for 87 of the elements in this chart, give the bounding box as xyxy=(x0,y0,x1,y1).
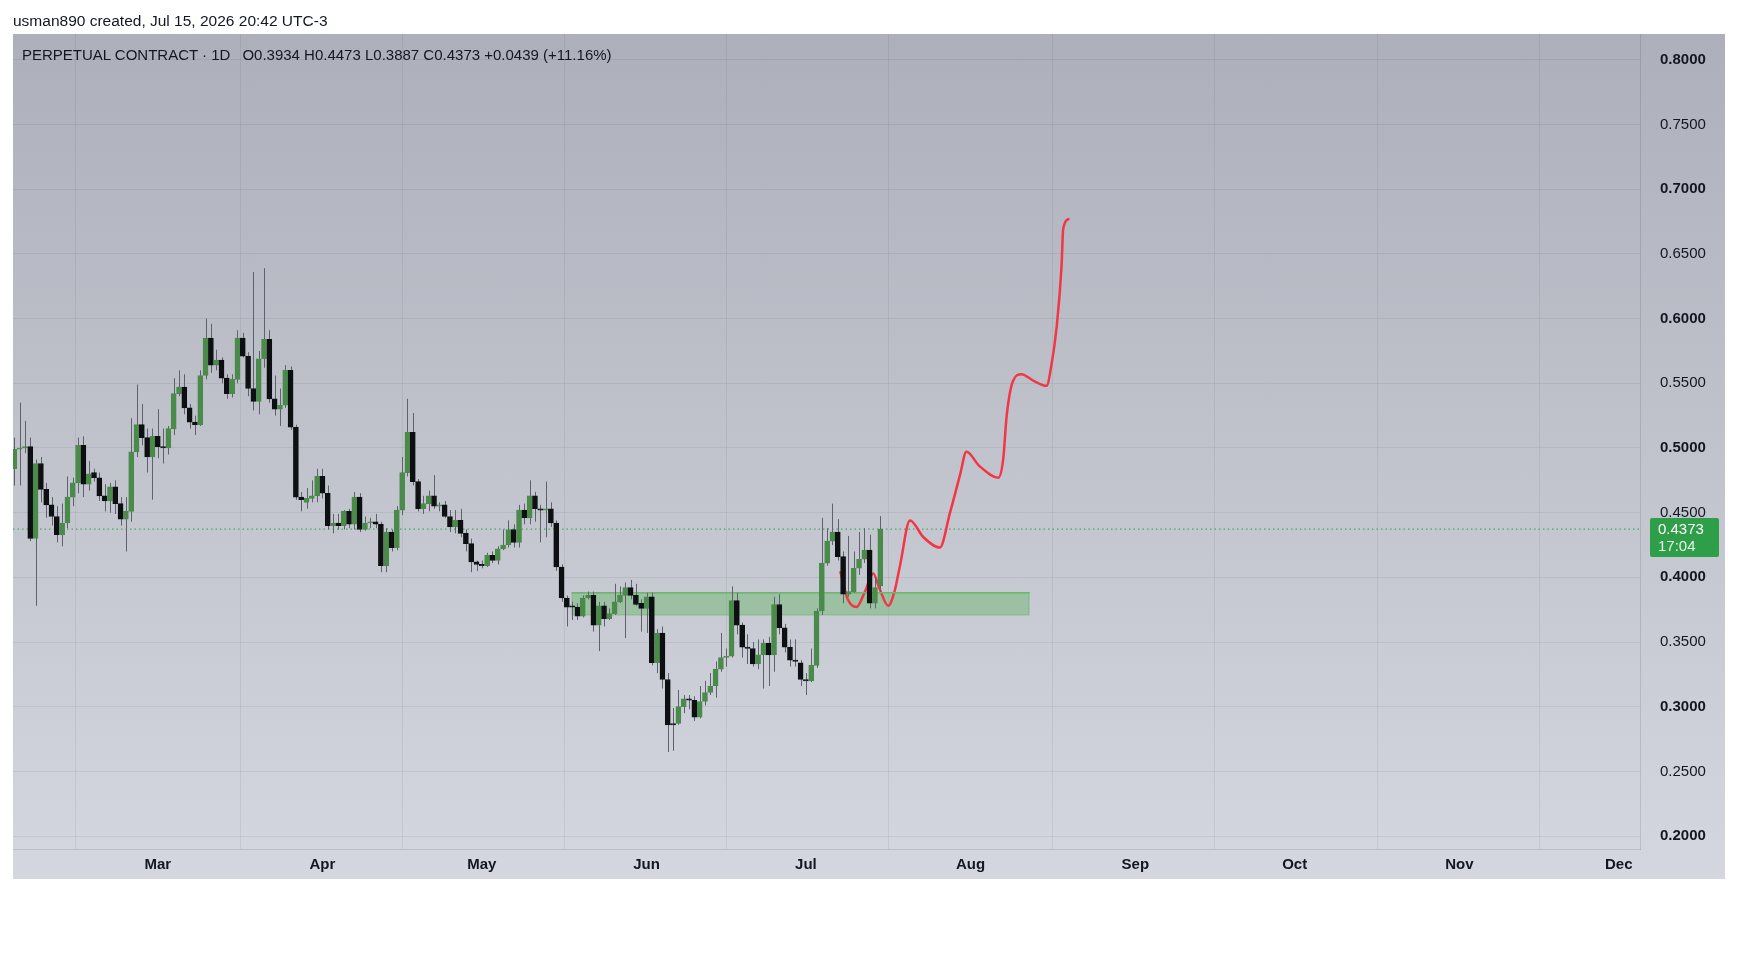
y-tick-label: 0.2500 xyxy=(1660,761,1706,779)
candlestick xyxy=(734,592,740,635)
y-tick-label: 0.5500 xyxy=(1660,373,1706,391)
candlestick xyxy=(707,672,714,696)
x-tick-label: Jul xyxy=(795,855,817,873)
candlestick xyxy=(468,538,475,573)
x-tick-label: Oct xyxy=(1282,855,1308,873)
y-tick-label: 0.4000 xyxy=(1660,567,1706,585)
candlestick xyxy=(638,598,645,633)
candlestick xyxy=(16,402,23,486)
x-tick-label: Apr xyxy=(309,855,336,873)
candlestick xyxy=(808,647,815,683)
candlestick xyxy=(548,501,554,528)
candlestick xyxy=(510,523,517,549)
candlestick xyxy=(542,481,549,538)
ref-line-label: 0.4373 xyxy=(1658,520,1704,538)
candlestick xyxy=(85,460,92,492)
candlestick xyxy=(749,641,756,668)
candlestick xyxy=(595,601,602,652)
candlestick xyxy=(43,482,50,519)
candlestick xyxy=(856,531,862,576)
candlestick xyxy=(824,527,830,567)
x-tick-label: Mar xyxy=(144,855,172,873)
candlestick xyxy=(239,332,246,358)
text: 17:04 xyxy=(1658,537,1696,555)
text: PERPETUAL CONTRACT · 1D xyxy=(22,45,231,65)
x-tick-label: Dec xyxy=(1604,855,1633,873)
candlestick xyxy=(303,487,310,510)
y-tick-label: 0.5000 xyxy=(1660,438,1706,456)
text: usman890 created, Jul 15, 2026 20:42 UTC-3 xyxy=(13,11,328,31)
candlestick xyxy=(569,601,575,621)
candlestick xyxy=(765,636,772,687)
y-tick-label: 0.6000 xyxy=(1660,308,1706,326)
y-tick-label: 0.7000 xyxy=(1660,179,1706,197)
candlestick xyxy=(447,509,453,533)
x-tick-label: Jun xyxy=(633,855,660,873)
candlestick xyxy=(229,373,235,399)
candlestick xyxy=(224,373,230,400)
candlestick xyxy=(154,408,161,459)
candlestick xyxy=(107,482,113,514)
y-tick-label: 0.3500 xyxy=(1660,632,1706,650)
candlestick xyxy=(872,576,878,609)
x-tick-label: Nov xyxy=(1445,855,1475,873)
candlestick xyxy=(792,638,799,668)
candlestick xyxy=(346,508,352,529)
candlestick xyxy=(160,428,166,464)
y-tick-label: 0.2000 xyxy=(1660,826,1706,844)
line-series xyxy=(839,217,1070,609)
candlestick xyxy=(718,632,724,673)
candlestick xyxy=(452,509,459,534)
candlestick xyxy=(702,680,708,706)
candlestick xyxy=(564,594,570,627)
candlestick xyxy=(579,594,586,618)
x-tick-label: Sep xyxy=(1121,855,1150,873)
candlestick xyxy=(213,349,220,371)
candlestick xyxy=(69,477,76,507)
candlestick xyxy=(314,468,320,503)
candlestick xyxy=(834,518,841,562)
candlestick xyxy=(532,491,538,523)
candlestick xyxy=(112,479,119,515)
candlestick xyxy=(144,428,150,474)
candlestick xyxy=(139,403,145,446)
candlestick xyxy=(537,504,544,543)
x-tick-label: Aug xyxy=(956,855,986,873)
y-tick-label: 0.8000 xyxy=(1660,50,1706,68)
candlestick xyxy=(680,694,687,714)
y-tick-label: 0.4500 xyxy=(1660,502,1706,520)
candlestick xyxy=(13,437,18,486)
candlestick xyxy=(261,267,267,369)
y-tick-label: 0.7500 xyxy=(1660,114,1706,132)
candlestick xyxy=(425,490,432,512)
x-tick-label: May xyxy=(467,855,498,873)
candlestick xyxy=(755,638,761,670)
candlestick xyxy=(22,420,28,454)
y-tick-label: 0.3000 xyxy=(1660,696,1706,714)
y-tick-label: 0.6500 xyxy=(1660,244,1706,262)
candlestick xyxy=(431,474,437,510)
candlestick xyxy=(787,638,793,668)
candlestick xyxy=(739,622,745,659)
candlestick xyxy=(803,672,809,696)
candlestick xyxy=(176,369,182,397)
candlestick xyxy=(850,550,857,594)
candlestick xyxy=(463,528,469,552)
candlestick xyxy=(601,601,607,627)
candlestick xyxy=(123,496,129,552)
text: O0.3934 H0.4473 L0.3887 C0.4373 +0.0439 (+11.16%) xyxy=(242,45,612,65)
candlestick xyxy=(59,503,65,547)
